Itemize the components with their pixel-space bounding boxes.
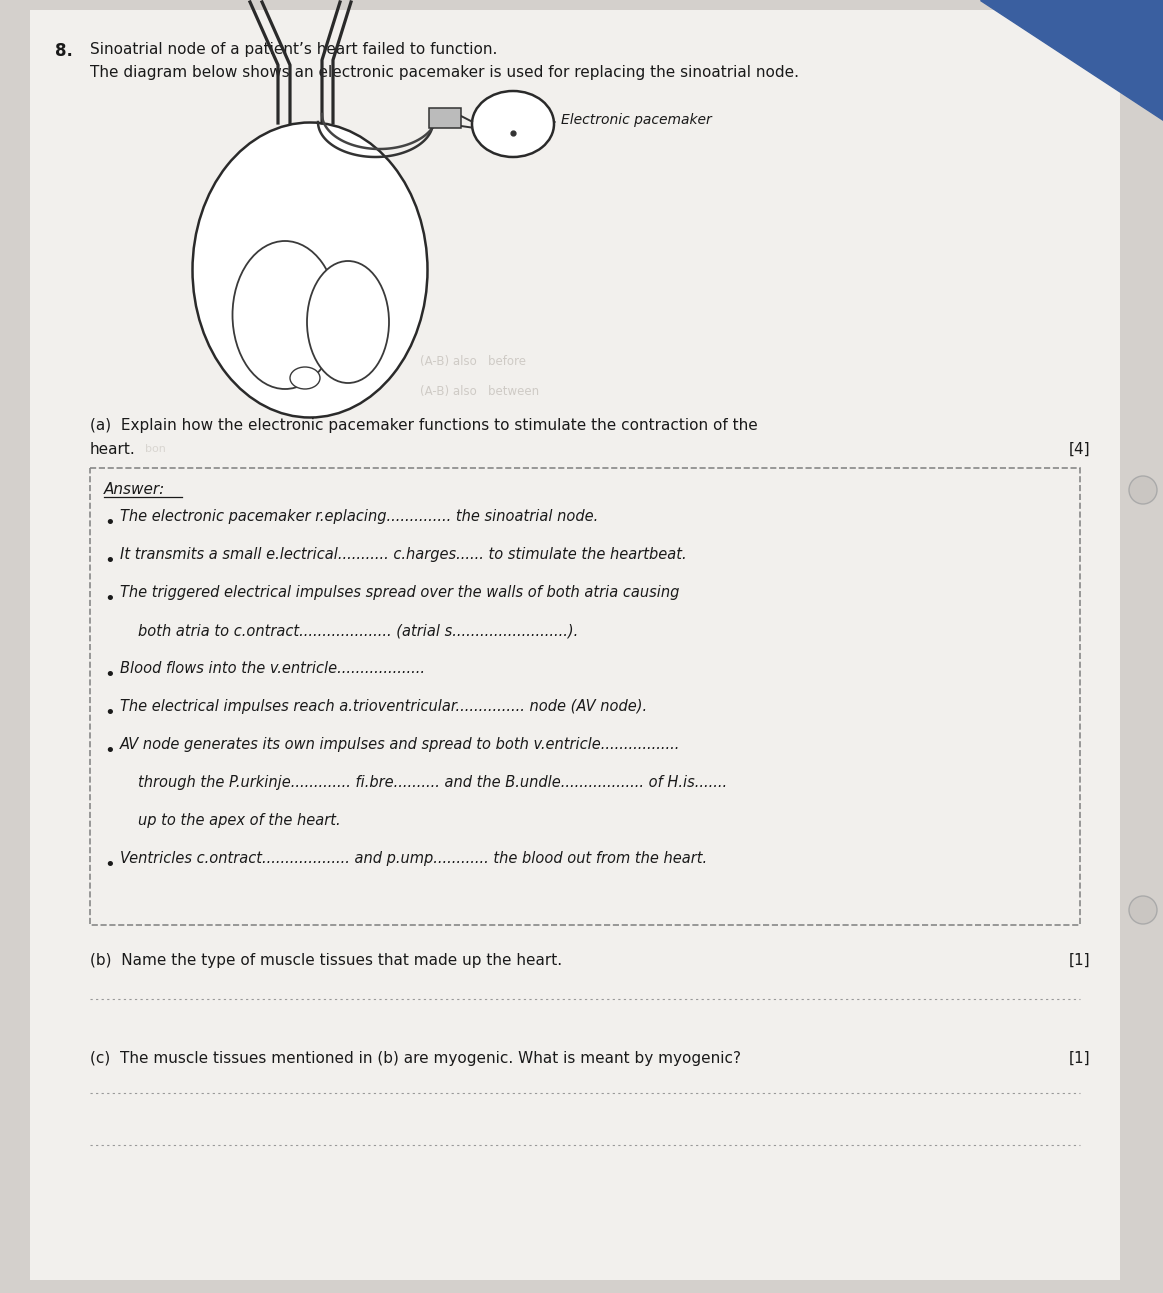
- Text: up to the apex of the heart.: up to the apex of the heart.: [138, 813, 341, 828]
- Text: Ventricles c.ontract................... and p.ump............ the blood out from: Ventricles c.ontract................... …: [120, 851, 707, 866]
- Circle shape: [1129, 476, 1157, 504]
- Text: AV node generates its own impulses and spread to both v.entricle................: AV node generates its own impulses and s…: [120, 737, 680, 753]
- Text: •: •: [104, 742, 115, 760]
- Text: •: •: [104, 590, 115, 608]
- Ellipse shape: [472, 91, 554, 156]
- Text: The diagram below shows an electronic pacemaker is used for replacing the sinoat: The diagram below shows an electronic pa…: [90, 65, 799, 80]
- Text: (a)  Explain how the electronic pacemaker functions to stimulate the contraction: (a) Explain how the electronic pacemaker…: [90, 418, 758, 433]
- Text: It transmits a small e.lectrical........... c.harges...... to stimulate the hear: It transmits a small e.lectrical........…: [120, 547, 686, 562]
- Ellipse shape: [233, 240, 337, 389]
- Text: The electronic pacemaker r.eplacing.............. the sinoatrial node.: The electronic pacemaker r.eplacing.....…: [120, 509, 598, 524]
- Text: The triggered electrical impulses spread over the walls of both atria causing: The triggered electrical impulses spread…: [120, 584, 679, 600]
- Ellipse shape: [290, 367, 320, 389]
- Text: Blood flows into the v.entricle...................: Blood flows into the v.entricle.........…: [120, 661, 424, 676]
- Text: [1]: [1]: [1069, 953, 1090, 968]
- Text: (A-B) also   before: (A-B) also before: [420, 356, 526, 369]
- Text: heart.: heart.: [90, 442, 136, 456]
- Text: •: •: [104, 856, 115, 874]
- Text: •: •: [104, 666, 115, 684]
- Text: •: •: [104, 552, 115, 570]
- Text: Electronic pacemaker: Electronic pacemaker: [554, 112, 712, 127]
- Text: [4]: [4]: [1069, 442, 1090, 456]
- Text: bon: bon: [145, 443, 166, 454]
- Text: through the P.urkinje............. fi.bre.......... and the B.undle.............: through the P.urkinje............. fi.br…: [138, 775, 727, 790]
- Text: Sinoatrial node of a patient’s heart failed to function.: Sinoatrial node of a patient’s heart fai…: [90, 41, 498, 57]
- Text: •: •: [104, 703, 115, 721]
- Text: 8.: 8.: [55, 41, 73, 59]
- Text: (A-B) also   between: (A-B) also between: [420, 385, 540, 398]
- Ellipse shape: [193, 123, 428, 418]
- Text: both atria to c.ontract.................... (atrial s.........................).: both atria to c.ontract.................…: [138, 623, 578, 637]
- Text: The electrical impulses reach a.trioventricular............... node (AV node).: The electrical impulses reach a.triovent…: [120, 700, 647, 714]
- Ellipse shape: [307, 261, 388, 383]
- Circle shape: [1129, 896, 1157, 924]
- Text: (b)  Name the type of muscle tissues that made up the heart.: (b) Name the type of muscle tissues that…: [90, 953, 562, 968]
- Text: [1]: [1]: [1069, 1051, 1090, 1065]
- Polygon shape: [980, 0, 1163, 120]
- Text: (c)  The muscle tissues mentioned in (b) are myogenic. What is meant by myogenic: (c) The muscle tissues mentioned in (b) …: [90, 1051, 741, 1065]
- FancyBboxPatch shape: [30, 10, 1120, 1280]
- Text: Answer:: Answer:: [104, 482, 165, 497]
- Text: •: •: [104, 515, 115, 531]
- Bar: [429, 109, 461, 128]
